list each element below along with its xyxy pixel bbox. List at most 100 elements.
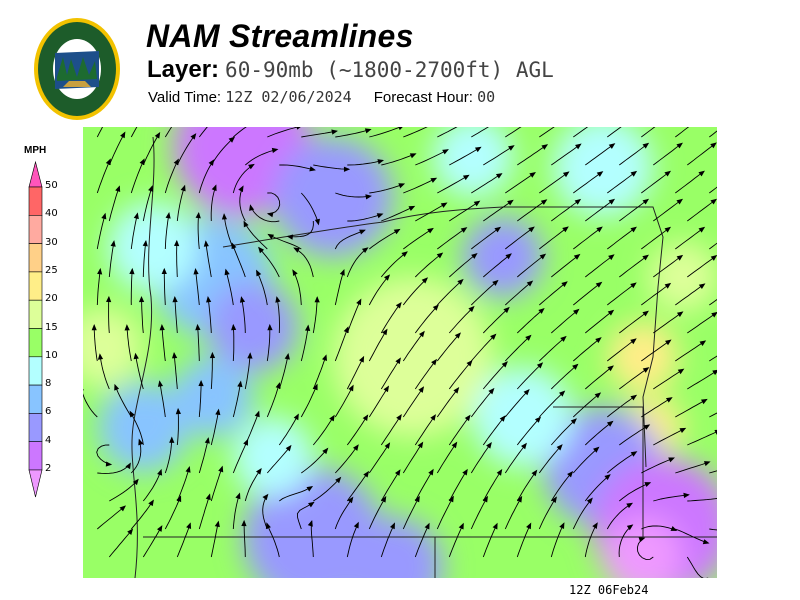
streamline <box>415 149 449 166</box>
streamline <box>266 445 292 474</box>
streamline-arrow <box>348 384 354 392</box>
streamline <box>653 311 683 334</box>
streamline <box>142 241 147 278</box>
streamline-arrow <box>185 465 191 473</box>
streamline <box>164 127 173 138</box>
streamline <box>505 226 535 250</box>
streamline-arrow <box>430 177 438 183</box>
streamline <box>312 415 335 446</box>
streamline <box>126 325 132 362</box>
streamline <box>607 395 637 418</box>
streamline <box>675 528 709 544</box>
streamline <box>380 251 408 278</box>
streamline-arrow <box>361 247 369 254</box>
streamline-arrow <box>148 499 154 507</box>
streamline <box>380 469 401 502</box>
streamline <box>108 241 115 278</box>
streamline <box>268 234 302 250</box>
streamline <box>279 486 313 502</box>
streamline <box>471 227 501 250</box>
streamline <box>437 127 458 138</box>
streamline <box>96 159 111 194</box>
streamline <box>584 522 598 558</box>
streamline <box>675 170 705 194</box>
streamline-arrow <box>248 163 255 170</box>
streamline-arrow <box>556 444 563 451</box>
streamline <box>402 386 424 418</box>
legend-tick-label: 50 <box>45 180 58 191</box>
streamline <box>346 356 365 390</box>
streamline-map[interactable] <box>83 127 717 578</box>
streamline-arrow <box>101 212 107 220</box>
layer-label: Layer: <box>147 56 220 83</box>
streamline <box>335 129 371 138</box>
streamline <box>380 414 402 446</box>
streamline-arrow <box>698 226 706 233</box>
streamline-arrow <box>473 200 481 207</box>
streamline <box>278 414 299 446</box>
streamline-arrow <box>676 254 684 261</box>
streamline <box>313 164 350 170</box>
streamline <box>164 437 173 474</box>
streamline <box>334 269 345 306</box>
streamline <box>287 220 314 238</box>
streamline <box>687 142 717 166</box>
streamline <box>223 214 234 250</box>
streamline <box>243 521 246 558</box>
streamline <box>572 498 593 530</box>
streamline-arrow <box>331 129 338 135</box>
legend-swatch <box>28 271 43 301</box>
streamline <box>176 523 191 558</box>
streamline-arrow <box>608 143 616 149</box>
streamline-arrow <box>190 133 197 140</box>
streamline <box>176 240 178 278</box>
streamline <box>517 199 547 222</box>
streamline-arrow <box>642 142 650 149</box>
wind-speed-region <box>98 382 188 472</box>
streamline <box>198 438 209 474</box>
streamline <box>130 500 154 530</box>
streamline-arrow <box>204 437 210 444</box>
streamline <box>436 332 461 362</box>
streamline-arrow <box>453 386 460 394</box>
streamline <box>607 171 637 194</box>
streamline-arrow <box>664 282 672 289</box>
streamline-arrow <box>347 496 354 504</box>
streamline <box>550 523 565 558</box>
streamline-arrow <box>630 451 638 457</box>
streamline <box>97 463 131 474</box>
streamline-arrow <box>586 497 593 504</box>
valid-time-label: Valid Time: <box>148 89 222 106</box>
streamline-arrow <box>431 358 438 366</box>
streamline-arrow <box>398 183 406 189</box>
streamline <box>207 297 212 334</box>
streamline-arrow <box>254 410 260 418</box>
legend-swatch <box>28 299 43 329</box>
streamline-arrow <box>714 429 717 435</box>
streamline-arrow <box>209 351 216 359</box>
streamline <box>380 302 402 334</box>
streamline-arrow <box>408 205 416 212</box>
streamline-arrow <box>626 524 634 531</box>
streamline-arrow <box>127 528 134 535</box>
legend-tick-label: 25 <box>45 264 58 276</box>
streamline-arrow <box>267 233 275 240</box>
streamline-arrow <box>148 185 154 192</box>
streamline <box>249 205 280 223</box>
streamline-arrow <box>243 438 249 446</box>
streamline <box>572 447 599 474</box>
streamline-arrow <box>418 386 425 393</box>
streamline <box>130 439 142 474</box>
streamline <box>369 127 402 138</box>
streamline-arrow <box>594 392 602 399</box>
streamline <box>641 171 671 194</box>
streamline-arrow <box>172 295 178 303</box>
streamline-arrow <box>668 457 675 463</box>
streamline <box>483 200 514 222</box>
streamline-arrow <box>464 414 471 422</box>
streamline <box>709 412 717 418</box>
streamline <box>550 471 573 502</box>
streamline <box>619 199 649 222</box>
streamline <box>334 327 349 362</box>
streamline <box>109 479 139 502</box>
